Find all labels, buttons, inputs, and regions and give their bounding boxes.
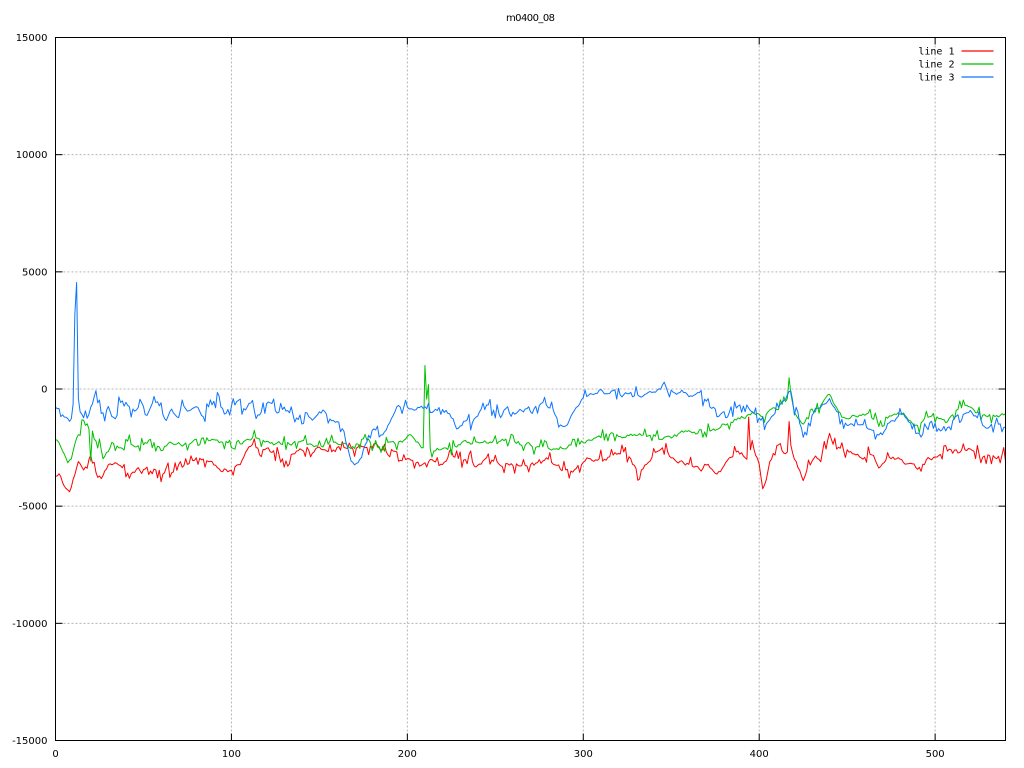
y-tick-label-10000: 10000 (16, 150, 48, 161)
x-tick-label-300: 300 (574, 749, 593, 760)
x-tick-label-200: 200 (398, 749, 417, 760)
y-tick-label--10000: -10000 (12, 619, 47, 630)
x-tick-label-100: 100 (222, 749, 241, 760)
x-tick-label-0: 0 (52, 749, 58, 760)
series-line-3 (55, 282, 1006, 466)
x-tick-label-400: 400 (750, 749, 769, 760)
y-tick-label-0: 0 (41, 385, 47, 396)
legend-label-line-2: line 2 (918, 60, 954, 71)
series-line-2 (55, 365, 1006, 464)
chart-title: m0400_08 (506, 13, 555, 24)
legend-label-line-3: line 3 (918, 73, 954, 84)
y-tick-label--5000: -5000 (18, 502, 47, 513)
y-tick-label--15000: -15000 (12, 736, 47, 747)
x-tick-label-500: 500 (926, 749, 945, 760)
legend-label-line-1: line 1 (918, 47, 954, 58)
y-tick-label-15000: 15000 (16, 33, 48, 44)
series-line-1 (55, 416, 1006, 493)
plot-area (55, 282, 1006, 493)
y-tick-label-5000: 5000 (22, 267, 47, 278)
